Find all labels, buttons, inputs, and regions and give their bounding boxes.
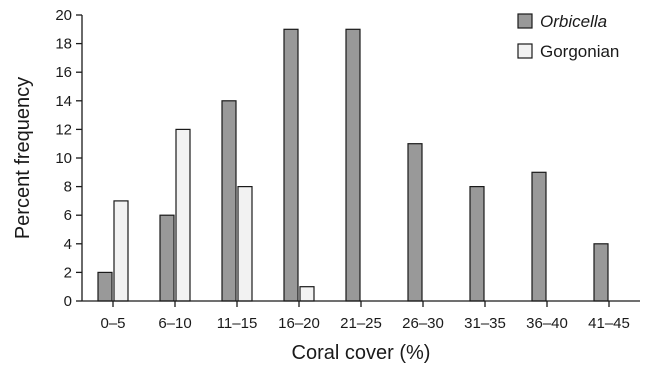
bar-orbicella-7 bbox=[531, 171, 547, 302]
bar-orbicella-4 bbox=[345, 28, 361, 302]
x-tick-label: 26–30 bbox=[402, 315, 444, 332]
y-axis-ticks: 0 2 4 6 8 10 12 14 16 18 20 bbox=[55, 7, 82, 310]
bar-gorgonian-0 bbox=[113, 200, 129, 302]
y-tick-label: 4 bbox=[64, 236, 72, 253]
bar-orbicella-0 bbox=[97, 271, 113, 302]
bars bbox=[97, 28, 609, 302]
y-tick-label: 16 bbox=[55, 64, 72, 81]
x-tick-label: 6–10 bbox=[158, 315, 191, 332]
bar-gorgonian-3 bbox=[299, 286, 315, 302]
legend: Orbicella Gorgonian bbox=[517, 12, 619, 61]
legend-label-gorgonian: Gorgonian bbox=[540, 42, 619, 61]
x-axis-title: Coral cover (%) bbox=[292, 342, 431, 364]
legend-swatch-gorgonian bbox=[517, 43, 533, 59]
bar-gorgonian-2 bbox=[237, 186, 253, 302]
bar-orbicella-6 bbox=[469, 186, 485, 302]
y-tick-label: 18 bbox=[55, 36, 72, 53]
y-tick-label: 6 bbox=[64, 207, 72, 224]
bar-orbicella-2 bbox=[221, 100, 237, 302]
x-tick-label: 11–15 bbox=[217, 315, 258, 332]
y-tick-label: 14 bbox=[55, 93, 72, 110]
bar-orbicella-5 bbox=[407, 143, 423, 302]
legend-swatch-orbicella bbox=[517, 13, 533, 29]
legend-label-orbicella: Orbicella bbox=[540, 12, 607, 31]
y-tick-label: 20 bbox=[55, 7, 72, 24]
x-axis-ticks: 0–5 6–10 11–15 16–20 21–25 26–30 31–35 36–40 41–… bbox=[100, 301, 630, 332]
x-tick-label: 0–5 bbox=[100, 315, 125, 332]
x-tick-label: 21–25 bbox=[340, 315, 382, 332]
x-tick-label: 41–45 bbox=[588, 315, 630, 332]
x-tick-label: 31–35 bbox=[464, 315, 506, 332]
x-tick-label: 16–20 bbox=[278, 315, 320, 332]
y-tick-label: 2 bbox=[64, 264, 72, 281]
bar-orbicella-8 bbox=[593, 243, 609, 302]
bar-orbicella-3 bbox=[283, 28, 299, 302]
y-tick-label: 0 bbox=[64, 293, 72, 310]
bar-orbicella-1 bbox=[159, 214, 175, 302]
y-axis-title: Percent frequency bbox=[12, 77, 34, 239]
y-tick-label: 8 bbox=[64, 179, 72, 196]
y-tick-label: 12 bbox=[55, 121, 72, 138]
x-tick-label: 36–40 bbox=[526, 315, 568, 332]
bar-gorgonian-1 bbox=[175, 128, 191, 302]
y-tick-label: 10 bbox=[55, 150, 72, 167]
